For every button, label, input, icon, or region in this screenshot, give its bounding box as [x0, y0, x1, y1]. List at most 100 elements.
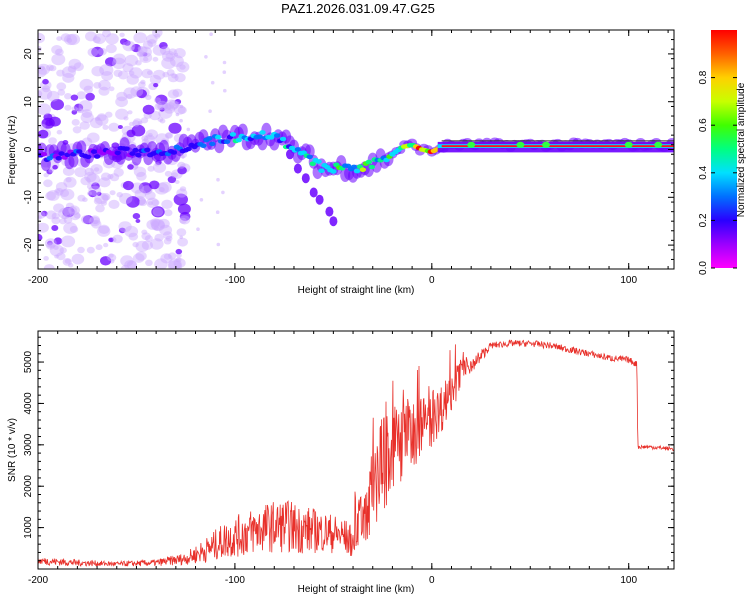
heatmap-branch-cell	[315, 194, 324, 205]
heatmap-noise-cell	[135, 240, 149, 252]
heatmap-noise-cell	[157, 117, 164, 122]
heatmap-noise-cell	[168, 258, 182, 269]
y-tick-label: 20	[23, 48, 34, 60]
heatmap-noise-cell	[152, 207, 164, 217]
heatmap-noise-cell	[108, 253, 114, 258]
heatmap-ridge-cell	[306, 154, 313, 160]
heatmap-noise-cell	[45, 191, 56, 201]
heatmap-noise-cell	[122, 180, 134, 191]
heatmap-noise-cell	[97, 47, 107, 56]
heatmap-noise-cell	[179, 215, 191, 225]
heatmap-noise-cell	[167, 176, 177, 184]
x-tick-label: -200	[28, 575, 48, 586]
heatmap-noise-cell	[38, 32, 45, 44]
heatmap-noise-cell	[78, 100, 93, 112]
heatmap-ridge-cell	[76, 149, 83, 154]
heatmap-noise-cell	[61, 66, 76, 78]
heatmap-noise-cell	[175, 248, 183, 255]
heatmap-noise-cell	[147, 165, 155, 172]
heatmap-noise-cell	[215, 210, 220, 214]
heatmap-noise-cell	[141, 232, 151, 241]
heatmap-noise-cell	[68, 262, 74, 268]
heatmap-noise-cell	[108, 122, 120, 132]
heatmap-noise-cell	[51, 212, 60, 220]
heatmap-noise-cell	[86, 246, 95, 254]
heatmap-noise-cell	[151, 206, 165, 218]
heatmap-ridge-cell	[274, 133, 281, 138]
heatmap-noise-cell	[143, 57, 149, 62]
heatmap-ridge-halo	[371, 158, 382, 173]
heatmap-noise-cell	[174, 99, 182, 105]
heatmap-noise-cell	[56, 36, 63, 41]
heatmap-noise-cell	[83, 85, 94, 94]
heatmap-noise-cell	[100, 256, 112, 266]
heatmap-noise-cell	[87, 47, 99, 57]
heatmap-noise-cell	[77, 194, 86, 202]
heatmap-noise-cell	[159, 46, 171, 55]
heatmap-noise-cell	[93, 33, 106, 45]
heatmap-noise-cell	[68, 205, 80, 216]
heatmap-noise-cell	[135, 60, 142, 66]
heatmap-noise-cell	[105, 57, 117, 67]
heatmap-carrier-peak	[654, 141, 663, 148]
heatmap-noise-cell	[222, 70, 227, 74]
heatmap-noise-cell	[126, 93, 133, 100]
heatmap-branch-cell	[309, 187, 318, 198]
heatmap-noise-cell	[155, 94, 168, 106]
heatmap-noise-cell	[163, 238, 172, 245]
heatmap-noise-cell	[186, 127, 191, 132]
colorbar-tick-label: 0.4	[698, 165, 709, 179]
heatmap-noise-cell	[149, 180, 160, 190]
heatmap-noise-cell	[150, 238, 164, 250]
heatmap-noise-cell	[74, 167, 87, 178]
heatmap-noise-cell	[81, 215, 92, 224]
heatmap-noise-cell	[177, 161, 186, 169]
heatmap-noise-cell	[56, 252, 66, 261]
heatmap-noise-cell	[98, 79, 111, 91]
heatmap-ridge-cell	[123, 146, 130, 151]
heatmap-noise-cell	[179, 118, 183, 123]
heatmap-noise-cell	[55, 48, 64, 56]
heatmap-ridge-cell	[365, 159, 372, 165]
heatmap-carrier-peak	[441, 145, 674, 148]
heatmap-branch-cell	[325, 206, 334, 217]
heatmap-noise-cell	[166, 69, 175, 76]
heatmap-noise-cell	[144, 191, 156, 201]
heatmap-ridge-cell	[294, 147, 302, 152]
heatmap-noise-cell	[128, 70, 135, 76]
heatmap-noise-cell	[137, 46, 143, 51]
heatmap-ridge-cell	[318, 168, 325, 173]
heatmap-noise-cell	[109, 190, 116, 196]
heatmap-noise-cell	[132, 241, 139, 248]
heatmap-noise-cell	[209, 32, 213, 36]
heatmap-ridge-cell	[206, 136, 213, 141]
heatmap-noise-cell	[107, 253, 117, 262]
heatmap-noise-cell	[127, 164, 134, 170]
heatmap-ridge-cell	[259, 130, 266, 135]
heatmap-noise-cell	[168, 260, 182, 269]
heatmap-noise-cell	[116, 192, 123, 198]
heatmap-noise-cell	[176, 61, 190, 73]
heatmap-noise-cell	[61, 214, 68, 220]
heatmap-noise-cell	[88, 190, 97, 198]
heatmap-noise-cell	[46, 64, 54, 71]
heatmap-noise-cell	[162, 231, 173, 240]
heatmap-noise-cell	[133, 32, 147, 44]
heatmap-noise-cell	[51, 45, 63, 55]
heatmap-noise-cell	[38, 222, 49, 233]
heatmap-noise-cell	[146, 197, 159, 208]
heatmap-noise-cell	[133, 166, 147, 177]
heatmap-noise-cell	[102, 30, 111, 38]
heatmap-noise-cell	[89, 117, 103, 129]
heatmap-ridge-cell	[229, 132, 237, 137]
heatmap-noise-cell	[159, 118, 166, 124]
x-tick-label: 0	[429, 275, 435, 286]
heatmap-noise-cell	[60, 33, 71, 42]
heatmap-noise-cell	[87, 191, 92, 196]
snr-panel: -200 -100 0 100 1000 2000 3000 4000 5000 Height …	[7, 330, 675, 595]
heatmap-ridge-cell	[350, 164, 358, 170]
heatmap-noise-cell	[63, 176, 77, 188]
heatmap-noise-cell	[146, 219, 159, 230]
heatmap-ridge-cell	[135, 152, 142, 158]
heatmap-noise-cell	[152, 161, 167, 173]
